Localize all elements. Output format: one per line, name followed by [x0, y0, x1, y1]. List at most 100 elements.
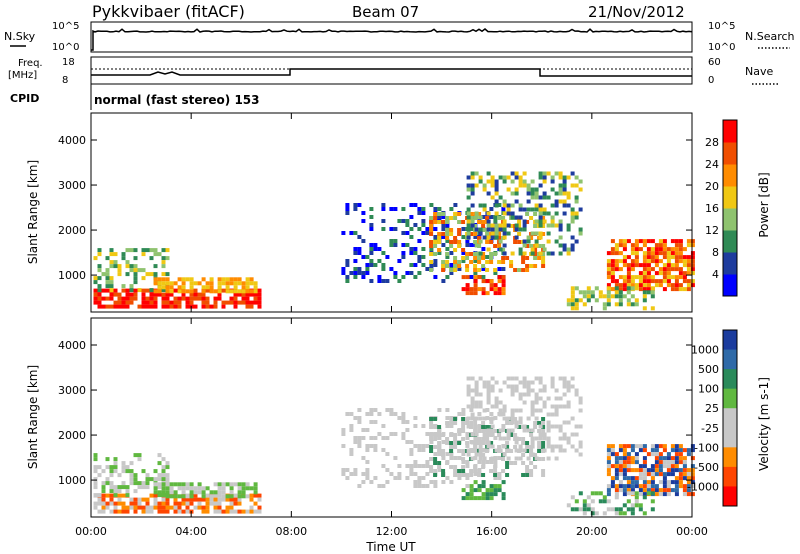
power-cell [157, 277, 162, 282]
velocity-cell [518, 396, 523, 401]
velocity-cell [249, 486, 254, 491]
power-cell [497, 275, 502, 280]
power-cell [674, 259, 679, 264]
velocity-cell [365, 476, 370, 480]
velocity-cell [449, 480, 454, 484]
velocity-cell [674, 488, 679, 493]
velocity-cell [145, 505, 150, 510]
velocity-cell [173, 501, 178, 506]
power-cell [474, 211, 479, 216]
velocity-cell [678, 476, 683, 481]
velocity-cell [618, 472, 623, 477]
power-cell [562, 211, 567, 216]
velocity-cell [461, 469, 466, 473]
power-cell [486, 191, 491, 196]
power-cell [361, 211, 366, 215]
power-cell [501, 216, 506, 220]
power-cell [353, 251, 358, 255]
velocity-cell [461, 449, 466, 453]
velocity-cell [153, 493, 158, 498]
power-cell [638, 263, 643, 268]
station-title: Pykkvibaer (fitACF) [92, 2, 245, 21]
velocity-cell [486, 428, 491, 433]
power-cell [169, 304, 174, 309]
velocity-cell [185, 486, 190, 491]
velocity-cell [161, 469, 166, 474]
velocity-cell [518, 448, 523, 453]
velocity-cell [385, 408, 390, 412]
velocity-cell [622, 488, 627, 493]
velocity-cell [510, 384, 515, 389]
power-cell [529, 264, 534, 268]
velocity-cell [682, 488, 687, 493]
power-cell [421, 263, 426, 267]
velocity-cell [133, 489, 138, 494]
velocity-cell [441, 440, 446, 444]
power-cell [522, 243, 527, 248]
velocity-cell [474, 400, 479, 405]
power-cell [506, 175, 511, 180]
velocity-cell [101, 505, 106, 510]
velocity-cell [686, 468, 691, 473]
velocity-cell [534, 456, 539, 461]
power-cell [542, 207, 547, 212]
power-cell [630, 286, 635, 291]
velocity-cell [626, 456, 631, 461]
power-cell [686, 283, 691, 288]
power-cell [494, 211, 499, 216]
power-cell [173, 304, 178, 309]
velocity-cell [493, 436, 498, 440]
power-cell [113, 288, 118, 293]
velocity-cell [101, 481, 106, 486]
velocity-cell [537, 429, 542, 433]
power-cell [530, 191, 535, 196]
velocity-cell [253, 493, 258, 498]
power-cell [221, 288, 226, 293]
velocity-cell [105, 477, 110, 482]
velocity-cell [97, 501, 102, 506]
power-cell [610, 271, 615, 276]
power-cell [610, 239, 615, 244]
power-cell [401, 243, 406, 247]
power-cell [638, 283, 643, 288]
velocity-cell [481, 484, 486, 489]
velocity-cell [654, 492, 659, 497]
velocity-cell [506, 456, 511, 461]
velocity-cell [686, 472, 691, 477]
power-cell [630, 267, 635, 272]
power-cell [429, 228, 434, 232]
velocity-cell [554, 444, 559, 449]
velocity-cell [530, 440, 535, 445]
velocity-cell [486, 440, 491, 445]
velocity-cell [189, 494, 194, 499]
power-cell [141, 276, 146, 281]
power-cell [562, 199, 567, 204]
power-cell [690, 259, 695, 264]
power-cell [650, 306, 655, 311]
power-cell [686, 239, 691, 244]
velocity-cell [550, 404, 555, 409]
power-cell [129, 296, 134, 301]
velocity-cell [658, 472, 663, 477]
power-cell [393, 275, 398, 279]
velocity-cell [129, 505, 134, 510]
power-cell [518, 175, 523, 180]
velocity-cell [622, 452, 627, 457]
velocity-cell [614, 484, 619, 489]
velocity-cell [578, 424, 583, 429]
power-cell [501, 267, 506, 271]
power-cell [381, 251, 386, 255]
power-cell [486, 235, 491, 240]
power-cell [634, 298, 639, 303]
velocity-cell [541, 441, 546, 445]
power-cell [105, 296, 110, 301]
velocity-cell [449, 433, 454, 437]
power-cell [646, 283, 651, 288]
power-cell [417, 211, 422, 215]
power-cell [457, 260, 462, 264]
power-cell [185, 296, 190, 301]
power-cell [129, 288, 134, 293]
velocity-cell [678, 468, 683, 473]
velocity-cell [518, 380, 523, 385]
power-cell [97, 248, 102, 253]
